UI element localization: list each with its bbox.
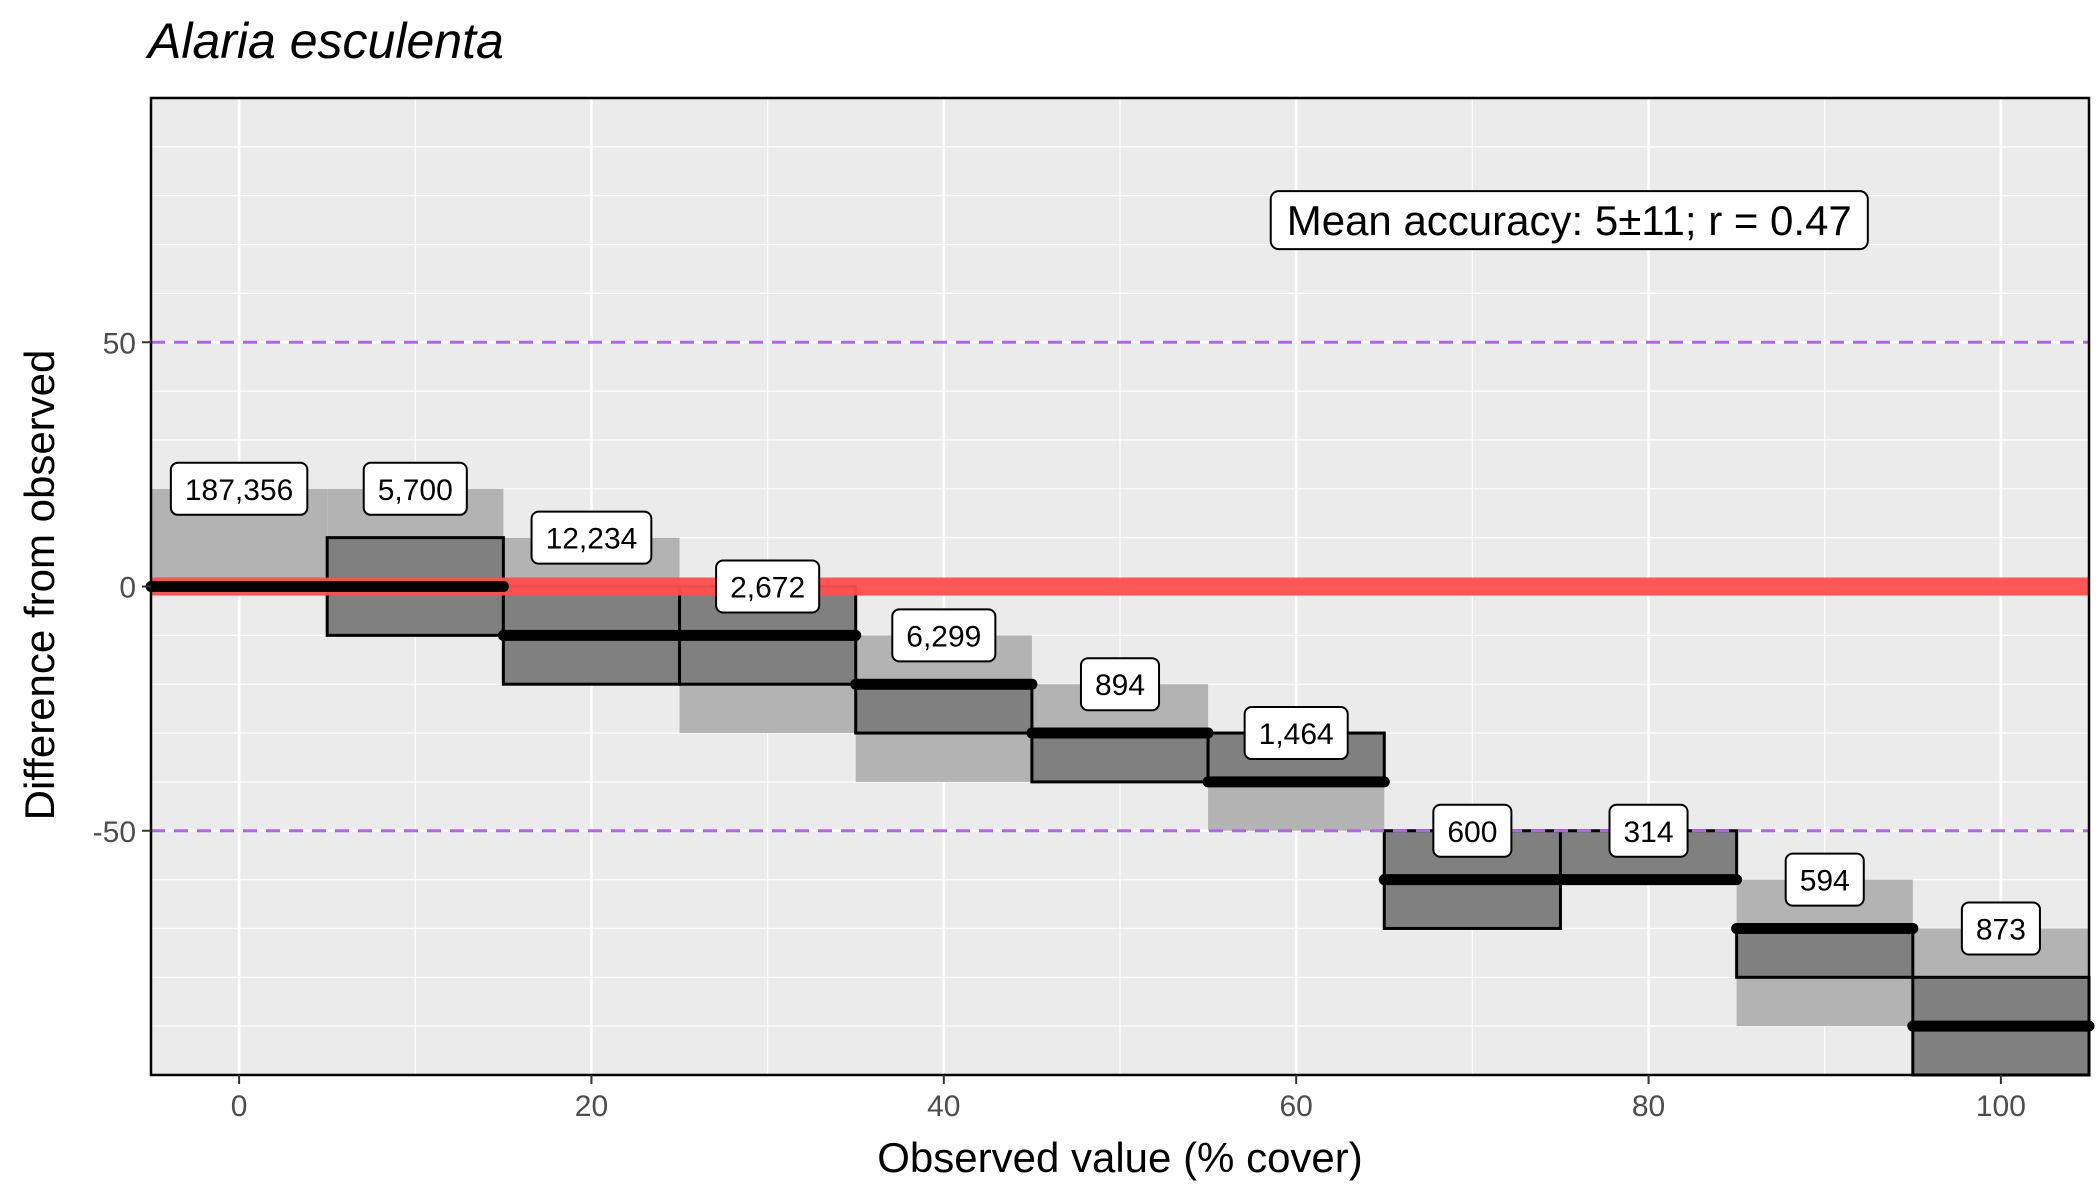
x-tick-label: 80 <box>1632 1090 1665 1123</box>
count-label: 314 <box>1624 816 1674 849</box>
count-label-group: 2,672 <box>715 559 821 614</box>
x-tick-label: 60 <box>1279 1090 1312 1123</box>
chart-marks: 187,356 5,700 12,234 2,672 6,299 894 1,464 600 3… <box>145 190 2095 1077</box>
count-label-box <box>1608 803 1689 858</box>
count-label: 2,672 <box>730 572 805 605</box>
count-label-box <box>169 461 309 516</box>
count-label-group: 5,700 <box>362 461 468 516</box>
count-label-box <box>1432 803 1513 858</box>
count-label: 6,299 <box>906 620 981 653</box>
y-axis-title: Difference from observed <box>16 350 63 821</box>
count-label-box <box>1243 706 1349 761</box>
count-label-group: 187,356 <box>169 461 309 516</box>
x-tick-label: 0 <box>231 1090 248 1123</box>
y-tick-label: 50 <box>103 327 136 360</box>
x-tick-label: 40 <box>927 1090 960 1123</box>
x-tick-label: 20 <box>575 1090 608 1123</box>
accuracy-annotation: Mean accuracy: 5±11; r = 0.47 <box>1269 190 1869 251</box>
count-label-group: 873 <box>1960 901 2041 956</box>
count-label-group: 6,299 <box>891 608 997 663</box>
y-tick-label: 0 <box>119 572 136 605</box>
count-label-box <box>530 510 653 565</box>
x-tick-label: 100 <box>1976 1090 2026 1123</box>
count-label: 187,356 <box>185 474 293 507</box>
count-label-box <box>891 608 997 663</box>
count-label-box <box>362 461 468 516</box>
count-label: 594 <box>1800 865 1850 898</box>
count-label-box <box>1960 901 2041 956</box>
count-label: 1,464 <box>1259 718 1334 751</box>
axes: 0 20 40 60 80 100 -50 0 50 <box>93 96 2091 1123</box>
count-label-box <box>1079 657 1161 712</box>
count-label: 873 <box>1976 913 2026 946</box>
count-label: 12,234 <box>546 523 638 556</box>
count-label: 5,700 <box>378 474 453 507</box>
inner-range-box <box>854 682 1034 735</box>
count-label-group: 594 <box>1784 852 1865 907</box>
inner-range-box <box>1030 731 1210 784</box>
y-tick-label: -50 <box>93 816 136 849</box>
count-label-box <box>1784 852 1865 907</box>
x-axis-title: Observed value (% cover) <box>877 1134 1363 1181</box>
count-label: 600 <box>1447 816 1497 849</box>
count-label-group: 600 <box>1432 803 1513 858</box>
count-label: 894 <box>1095 669 1145 702</box>
accuracy-annotation-box <box>1269 190 1869 251</box>
chart-title: Alaria esculenta <box>145 13 504 69</box>
count-label-group: 12,234 <box>530 510 653 565</box>
inner-range-box <box>1735 926 1915 979</box>
count-label-group: 1,464 <box>1243 706 1349 761</box>
accuracy-annotation-text: Mean accuracy: 5±11; r = 0.47 <box>1287 197 1852 244</box>
count-label-group: 314 <box>1608 803 1689 858</box>
count-label-box <box>715 559 821 614</box>
count-label-group: 894 <box>1079 657 1161 712</box>
